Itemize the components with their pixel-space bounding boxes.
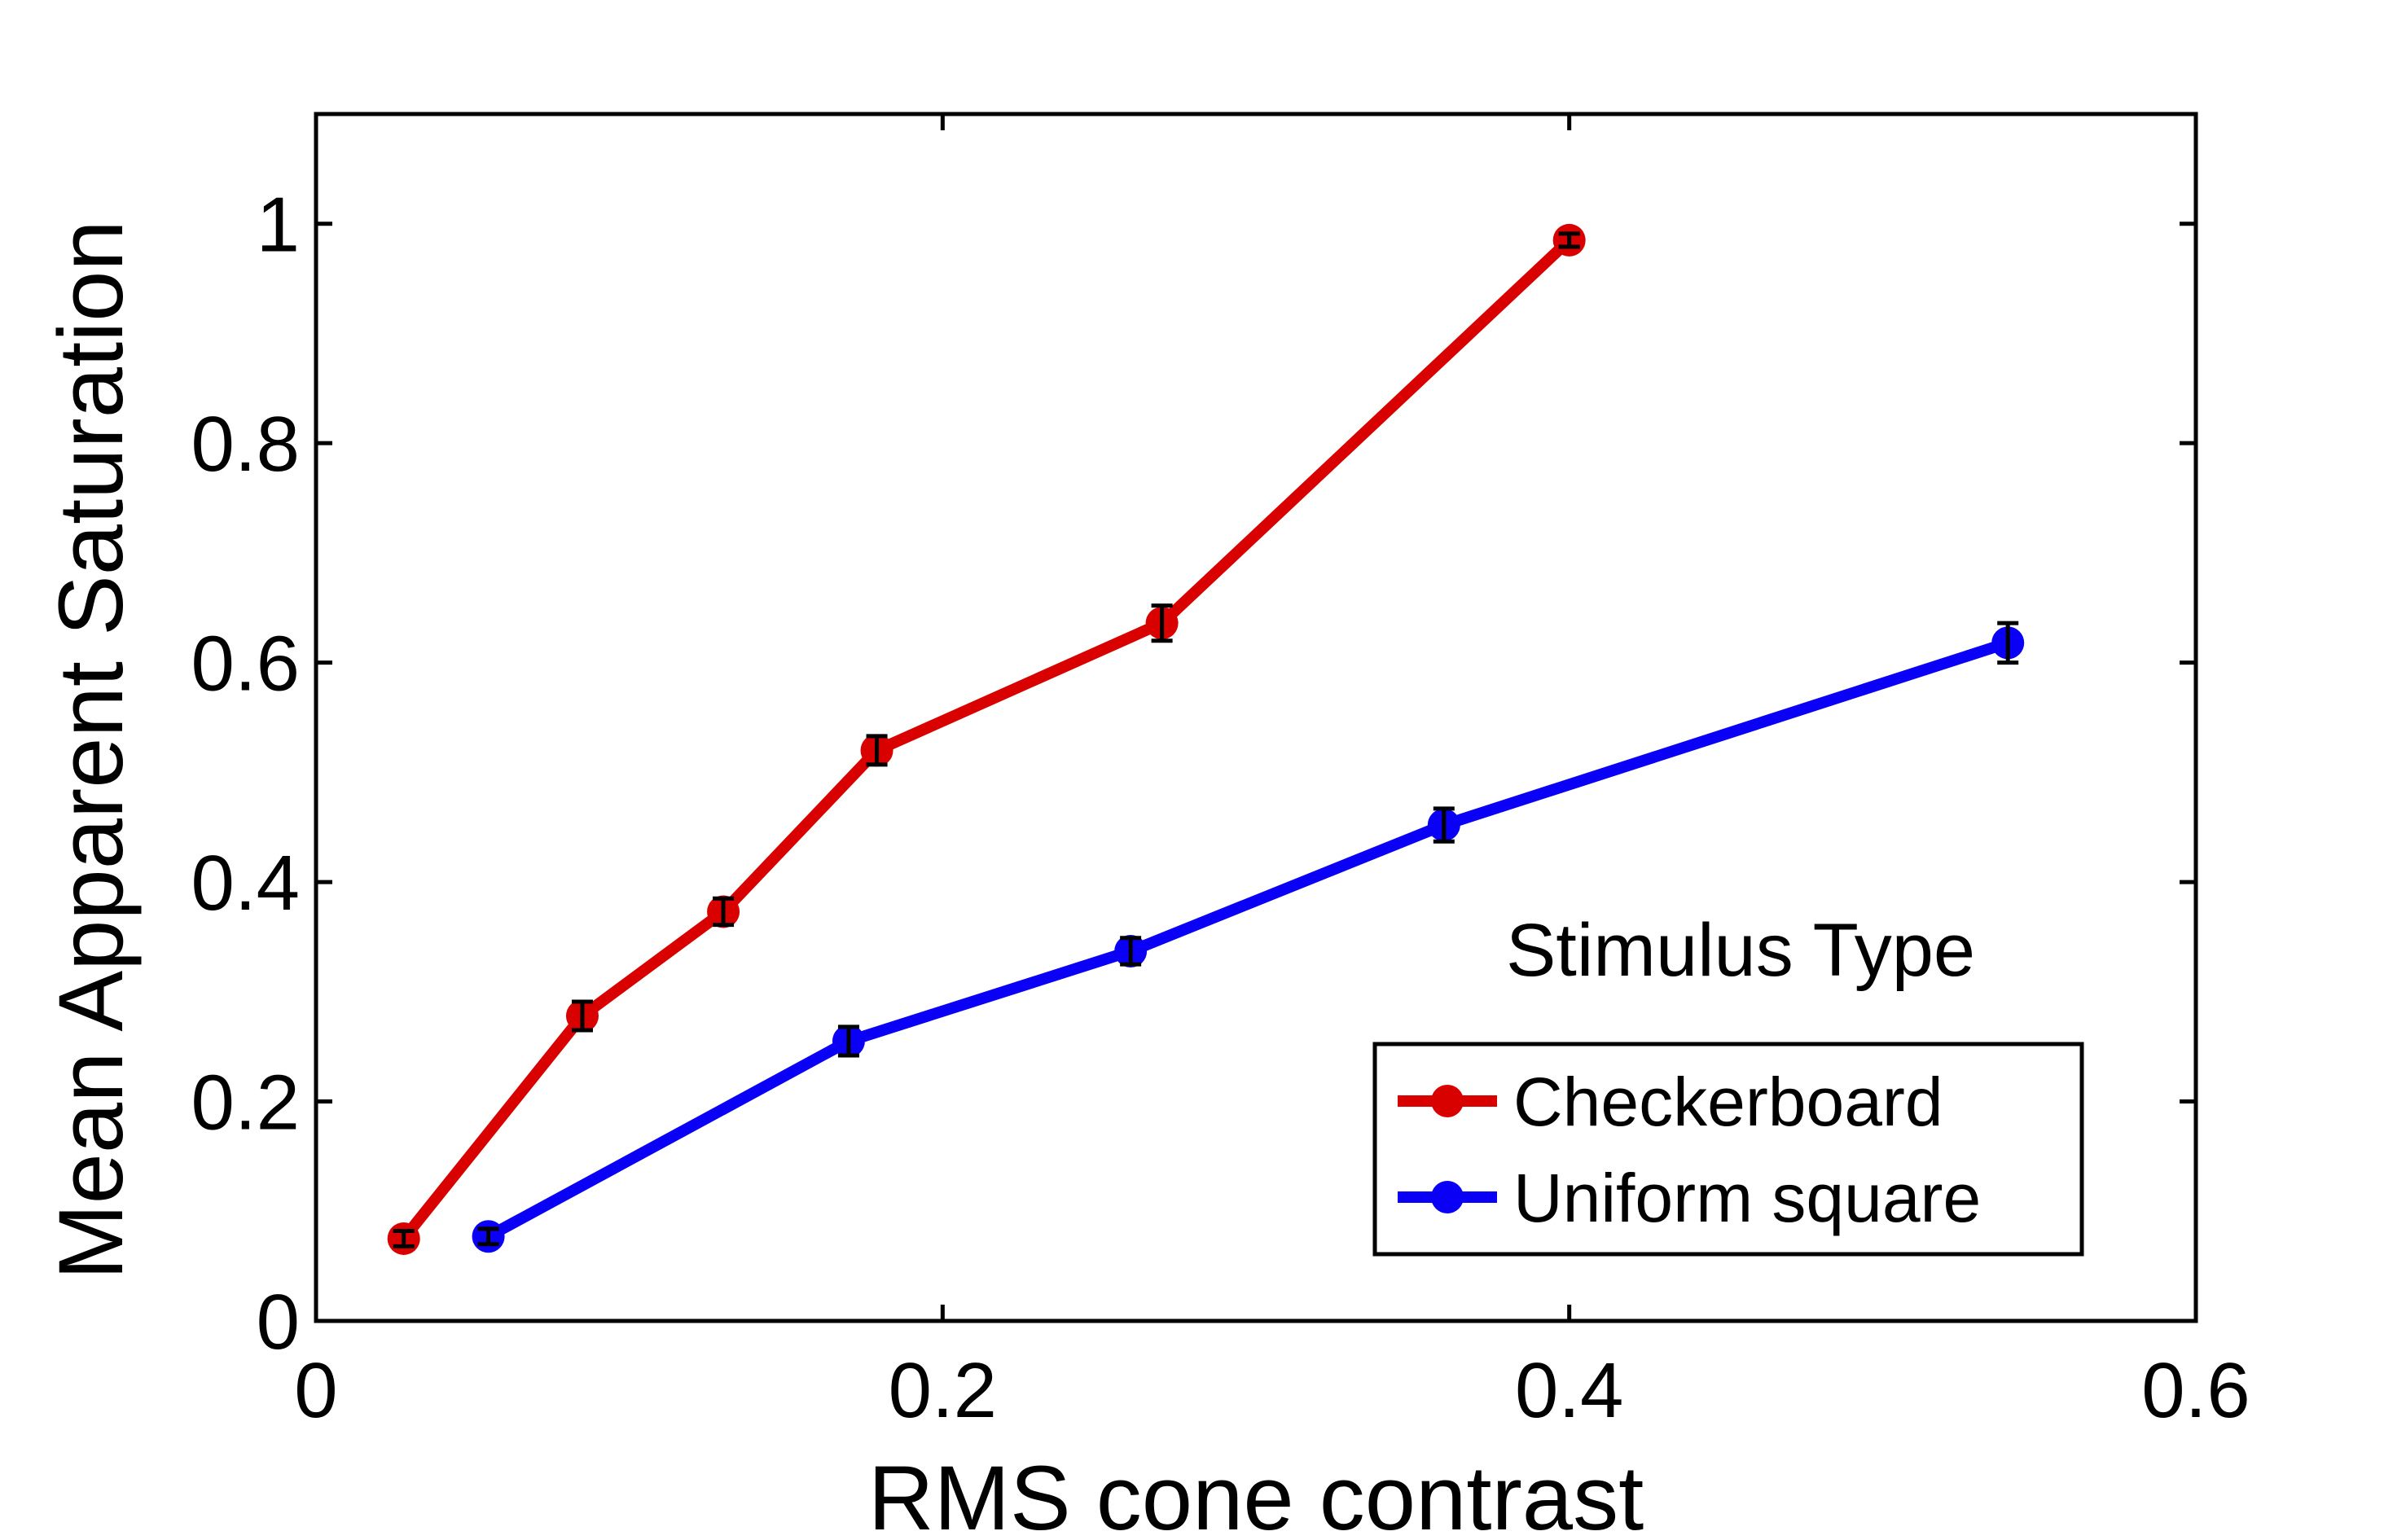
legend-swatch-marker <box>1431 1085 1464 1117</box>
y-tick-label: 0.8 <box>191 401 300 488</box>
y-tick-label: 0.2 <box>191 1060 300 1147</box>
x-tick-label: 0.6 <box>2141 1347 2250 1434</box>
series-uniform-square <box>472 621 2025 1253</box>
series-line <box>397 234 1575 1244</box>
series-layer <box>387 223 2025 1255</box>
y-tick-label: 1 <box>257 182 300 269</box>
legend-item: Uniform square <box>1398 1160 1981 1236</box>
legend-box <box>1372 1042 2084 1257</box>
legend-label: Uniform square <box>1513 1160 1981 1236</box>
legend-title: Stimulus Type <box>1506 909 1975 992</box>
axes: 0 0.2 0.4 0.6 0 0.2 0.4 0.6 0.8 1 <box>191 112 2250 1434</box>
legend-swatch-marker <box>1431 1181 1464 1213</box>
legend-item: Checkerboard <box>1398 1064 1943 1140</box>
plot-frame <box>314 112 2198 1323</box>
y-tick-label: 0 <box>257 1279 300 1366</box>
y-tick-label: 0.6 <box>191 621 300 708</box>
x-tick-label: 0.4 <box>1515 1347 1623 1434</box>
y-tick-label: 0.4 <box>191 840 300 927</box>
x-tick-label: 0.2 <box>889 1347 997 1434</box>
legend: Checkerboard Uniform square <box>1372 1042 2084 1257</box>
legend-label: Checkerboard <box>1513 1064 1943 1140</box>
series-checkerboard <box>387 223 1586 1255</box>
x-axis-label: RMS cone contrast <box>868 1447 1644 1540</box>
y-axis-label: Mean Apparent Saturation <box>40 220 142 1279</box>
x-tick-label: 0 <box>294 1347 337 1434</box>
